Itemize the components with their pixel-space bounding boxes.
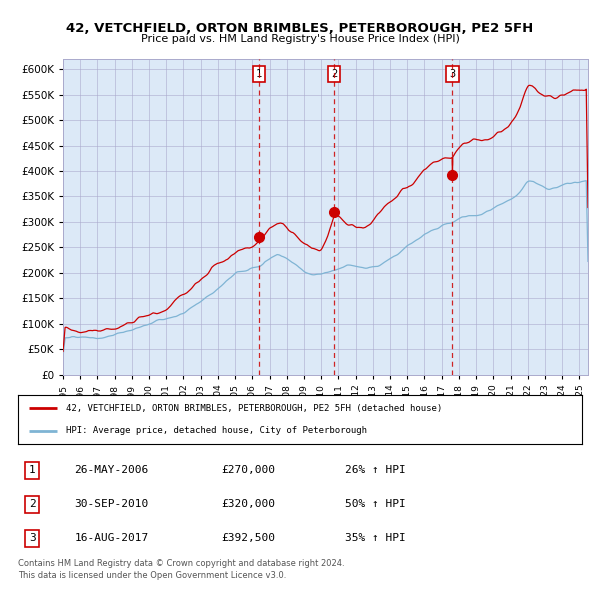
Text: £270,000: £270,000 xyxy=(221,466,275,475)
Text: 3: 3 xyxy=(29,533,35,543)
Text: 26-MAY-2006: 26-MAY-2006 xyxy=(74,466,149,475)
Text: Price paid vs. HM Land Registry's House Price Index (HPI): Price paid vs. HM Land Registry's House … xyxy=(140,34,460,44)
Text: £392,500: £392,500 xyxy=(221,533,275,543)
Text: £320,000: £320,000 xyxy=(221,499,275,509)
Text: 3: 3 xyxy=(449,69,455,79)
Text: HPI: Average price, detached house, City of Peterborough: HPI: Average price, detached house, City… xyxy=(66,426,367,435)
Text: This data is licensed under the Open Government Licence v3.0.: This data is licensed under the Open Gov… xyxy=(18,571,286,580)
Text: 35% ↑ HPI: 35% ↑ HPI xyxy=(345,533,406,543)
Text: 1: 1 xyxy=(29,466,35,475)
Text: 2: 2 xyxy=(331,69,337,79)
Text: 50% ↑ HPI: 50% ↑ HPI xyxy=(345,499,406,509)
Text: 30-SEP-2010: 30-SEP-2010 xyxy=(74,499,149,509)
Text: 16-AUG-2017: 16-AUG-2017 xyxy=(74,533,149,543)
Text: 42, VETCHFIELD, ORTON BRIMBLES, PETERBOROUGH, PE2 5FH: 42, VETCHFIELD, ORTON BRIMBLES, PETERBOR… xyxy=(67,22,533,35)
Text: 26% ↑ HPI: 26% ↑ HPI xyxy=(345,466,406,475)
Text: 2: 2 xyxy=(29,499,35,509)
Text: 1: 1 xyxy=(256,69,262,79)
Text: 42, VETCHFIELD, ORTON BRIMBLES, PETERBOROUGH, PE2 5FH (detached house): 42, VETCHFIELD, ORTON BRIMBLES, PETERBOR… xyxy=(66,404,442,413)
Text: Contains HM Land Registry data © Crown copyright and database right 2024.: Contains HM Land Registry data © Crown c… xyxy=(18,559,344,568)
